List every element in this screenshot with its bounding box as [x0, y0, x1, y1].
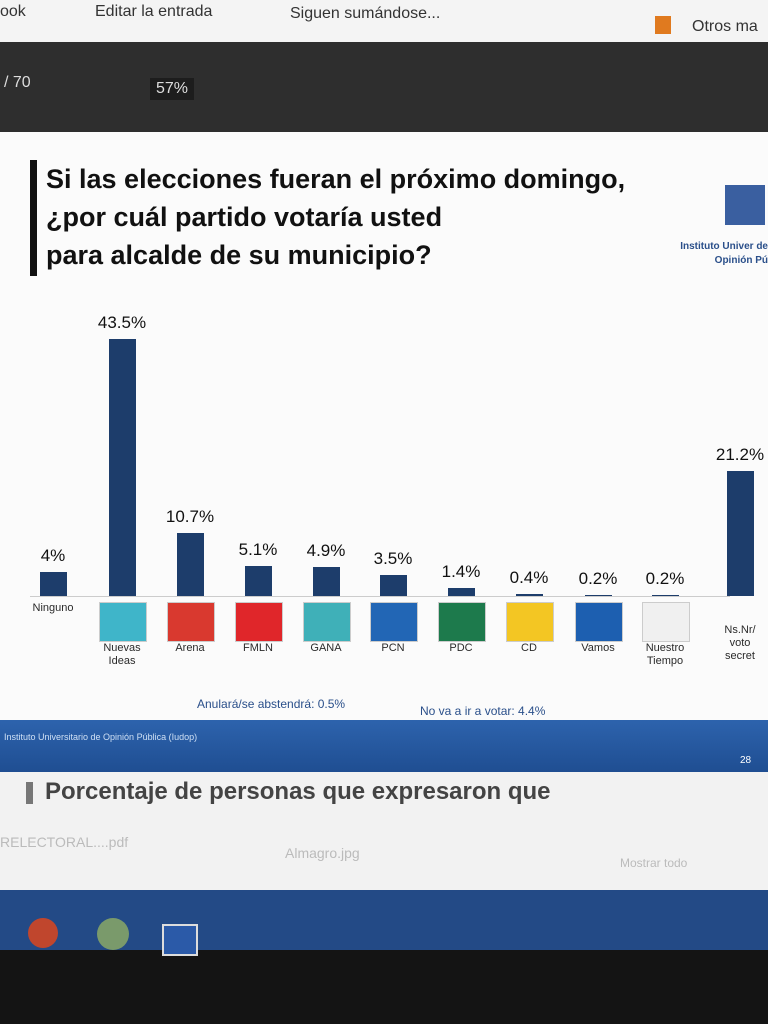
page-number: 28	[740, 755, 752, 766]
zoom[interactable]: 57%	[150, 78, 195, 100]
value-label: 4.9%	[306, 541, 346, 561]
x-tick-label: Nuestro Tiempo	[645, 642, 685, 667]
value-label: 43.5%	[97, 313, 147, 333]
party-logo	[235, 602, 283, 642]
footer-text: Instituto Universitario de Opinión Públi…	[4, 732, 198, 742]
party-logo	[506, 602, 554, 642]
value-label: 21.2%	[715, 444, 765, 464]
bookmarks-bar	[0, 0, 768, 42]
show-all[interactable]: Mostrar todo	[620, 856, 688, 870]
x-tick-label: Ninguno	[32, 602, 74, 614]
bar	[379, 575, 407, 596]
title-bar	[30, 160, 37, 276]
party-logo	[370, 602, 418, 642]
bar	[39, 572, 67, 596]
footer-band	[0, 720, 768, 772]
chart-title: Si las elecciones fueran el próximo domi…	[46, 164, 626, 270]
value-label: 1.4%	[441, 561, 481, 581]
page-count: / 70	[4, 74, 31, 91]
party-logo	[575, 602, 623, 642]
value-label: 0.2%	[645, 568, 685, 588]
pdf-toolbar	[0, 42, 768, 132]
value-label: 0.2%	[578, 568, 618, 588]
bar	[447, 587, 475, 596]
taskbar-icon[interactable]	[28, 918, 58, 948]
value-label: 3.5%	[373, 549, 413, 569]
heading-bar	[26, 782, 33, 804]
heading: Porcentaje de personas que expresaron qu…	[45, 778, 551, 805]
x-tick-label: FMLN	[243, 642, 273, 654]
taskbar	[0, 890, 768, 950]
bar	[584, 594, 612, 596]
bar	[244, 565, 272, 596]
taskbar-icon[interactable]	[97, 918, 129, 950]
baseline	[30, 596, 730, 597]
bar	[108, 339, 136, 596]
bookmark[interactable]: Otros ma	[692, 18, 758, 35]
bar	[176, 532, 204, 596]
x-tick-label: PDC	[449, 642, 473, 654]
party-logo	[99, 602, 147, 642]
party-logo	[642, 602, 690, 642]
value-label: 4%	[40, 546, 66, 566]
bar	[651, 594, 679, 596]
logo	[725, 185, 765, 225]
download-item[interactable]: Almagro.jpg	[285, 845, 360, 861]
bar	[515, 593, 543, 596]
x-tick-label: PCN	[381, 642, 405, 654]
taskbar-icon[interactable]	[162, 924, 198, 956]
x-tick-label: Nuevas Ideas	[103, 642, 141, 667]
folder-icon	[655, 16, 671, 34]
bookmark[interactable]: Siguen sumándose...	[290, 5, 441, 22]
value-label: 10.7%	[165, 506, 215, 526]
value-label: 0.4%	[509, 567, 549, 587]
source: Instituto Univer de Opinión Pú	[680, 241, 768, 266]
x-tick-label: Ns.Nr/ voto secret	[724, 624, 756, 662]
note: Anulará/se abstendrá: 0.5%	[197, 697, 346, 711]
bookmark[interactable]: Editar la entrada	[95, 3, 213, 20]
bezel	[0, 950, 768, 1024]
download-item[interactable]: RELECTORAL....pdf	[0, 834, 129, 850]
x-tick-label: CD	[521, 642, 537, 654]
chart: 4% Ninguno 43.5% Nuevas Ideas 10.7% Arena 5.1%…	[30, 313, 765, 667]
bar	[726, 470, 754, 596]
note: No va a ir a votar: 4.4%	[420, 704, 546, 718]
bar	[312, 567, 340, 596]
x-tick-label: GANA	[310, 642, 342, 654]
party-logo	[167, 602, 215, 642]
next-page	[0, 772, 768, 890]
bookmark[interactable]: ook	[0, 3, 26, 20]
party-logo	[438, 602, 486, 642]
party-logo	[303, 602, 351, 642]
value-label: 5.1%	[238, 539, 278, 559]
x-tick-label: Vamos	[581, 642, 615, 654]
x-tick-label: Arena	[175, 642, 205, 654]
